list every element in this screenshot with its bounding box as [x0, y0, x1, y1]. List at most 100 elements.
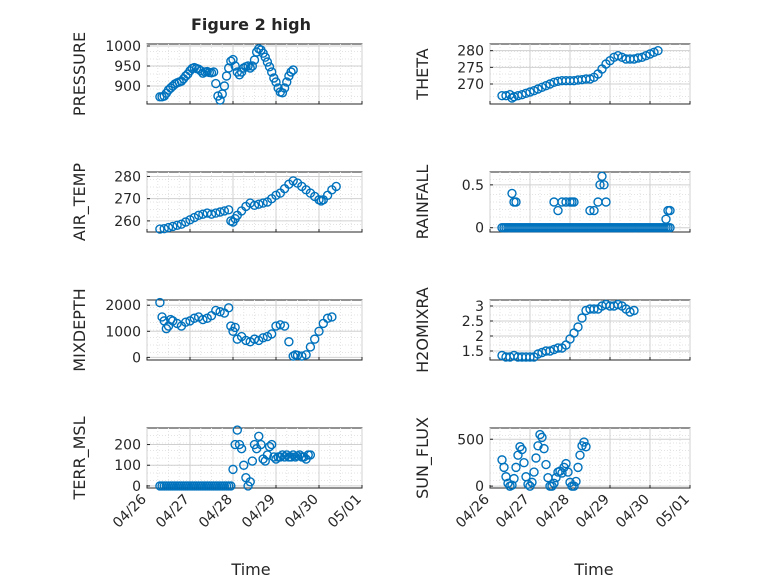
data-point	[279, 321, 290, 331]
data-point	[211, 208, 221, 218]
data-point	[557, 468, 567, 478]
y-tick-label: 0	[132, 479, 141, 495]
data-point	[223, 205, 234, 215]
data-point	[529, 467, 539, 477]
data-point	[297, 351, 307, 361]
data-point	[288, 65, 298, 75]
data-point	[172, 220, 182, 231]
data-point	[267, 67, 277, 77]
data-point	[275, 320, 285, 330]
data-point	[625, 307, 635, 317]
data-point	[198, 314, 208, 325]
data-point	[537, 432, 547, 443]
data-point	[241, 335, 251, 346]
subplot-terr-msl: 0 100 200 04/26 04/27 04/28 04/29 04/30 05/01 TER…	[70, 416, 365, 531]
data-point	[553, 343, 563, 353]
y-axis-label-theta: THETA	[413, 48, 432, 100]
y-axis-label-mixdepth: MIXDEPTH	[70, 288, 89, 371]
data-point	[258, 198, 268, 208]
y-tick-label: 1000	[105, 324, 141, 340]
data-point	[599, 180, 609, 190]
data-point	[269, 452, 279, 462]
data-point	[597, 171, 607, 181]
data-point	[286, 452, 296, 462]
data-point	[545, 346, 555, 356]
data-point	[262, 57, 273, 67]
data-point	[247, 456, 258, 466]
x-tick-label: 04/26	[453, 491, 493, 531]
x-tick-label: 04/27	[493, 492, 533, 532]
data-point	[230, 61, 240, 71]
y-tick-label: 0	[132, 350, 141, 366]
y-tick-label: 2.5	[462, 314, 484, 330]
data-point	[247, 61, 258, 71]
y-tick-label: 0	[475, 479, 484, 495]
data-point	[549, 478, 559, 489]
data-point	[155, 297, 165, 308]
data-point	[561, 458, 571, 469]
y-tick-label: 260	[114, 214, 141, 230]
x-tick-label: 05/01	[325, 492, 365, 532]
data-point	[533, 441, 543, 451]
x-tick-label: 04/30	[282, 492, 322, 532]
data-point	[277, 450, 288, 460]
data-point	[573, 322, 583, 332]
x-tick-label: 04/28	[533, 492, 573, 532]
data-point	[215, 95, 225, 105]
y-axis-label-h2omixra: H2OMIXRA	[413, 287, 432, 373]
subplot-air-temp: 260 270 280 AIR_TEMP	[70, 163, 363, 241]
data-point	[551, 472, 561, 483]
data-point	[579, 437, 589, 447]
data-point	[299, 452, 309, 462]
data-point	[511, 462, 521, 473]
data-point	[226, 481, 236, 491]
data-point	[226, 321, 236, 331]
data-point	[525, 87, 535, 97]
data-point	[180, 317, 191, 327]
data-point	[613, 299, 623, 310]
data-point	[535, 429, 545, 440]
data-point	[208, 67, 219, 77]
data-point	[234, 70, 245, 80]
data-point	[211, 305, 221, 316]
data-point	[314, 326, 324, 337]
data-point	[279, 83, 290, 93]
data-point	[541, 459, 551, 470]
x-axis-label-left: Time	[230, 560, 270, 579]
data-point	[305, 342, 316, 352]
data-point	[271, 454, 281, 464]
data-point	[260, 52, 270, 62]
data-point	[245, 63, 255, 73]
data-point	[601, 197, 611, 207]
data-point	[509, 473, 519, 484]
data-point	[189, 313, 200, 323]
y-tick-label: 2000	[105, 298, 141, 314]
data-point	[219, 81, 230, 91]
data-point	[196, 66, 206, 76]
data-point	[589, 205, 599, 216]
y-tick-label: 270	[114, 192, 141, 208]
subplot-rainfall: 0 0.5 RAINFALL	[413, 165, 691, 240]
data-point	[577, 313, 587, 323]
data-point	[230, 439, 240, 450]
data-point	[254, 431, 264, 441]
data-point	[249, 200, 260, 211]
data-point	[155, 224, 165, 234]
data-point	[236, 443, 247, 454]
data-point	[219, 206, 230, 216]
data-point	[193, 210, 204, 221]
data-point	[228, 54, 238, 65]
data-point	[271, 77, 281, 87]
y-axis-label-rainfall: RAINFALL	[413, 165, 432, 240]
data-point	[499, 462, 509, 473]
data-point	[547, 481, 557, 491]
y-axis-label-air-temp: AIR_TEMP	[70, 163, 90, 241]
y-tick-label: 0.5	[462, 178, 484, 194]
subplot-pressure: 900 950 1000 PRESSURE	[70, 32, 363, 116]
y-tick-label: 2	[475, 329, 484, 345]
data-point	[245, 477, 255, 487]
data-point	[230, 322, 240, 333]
x-tick-label: 04/29	[573, 492, 613, 532]
y-tick-label: 275	[457, 60, 484, 76]
